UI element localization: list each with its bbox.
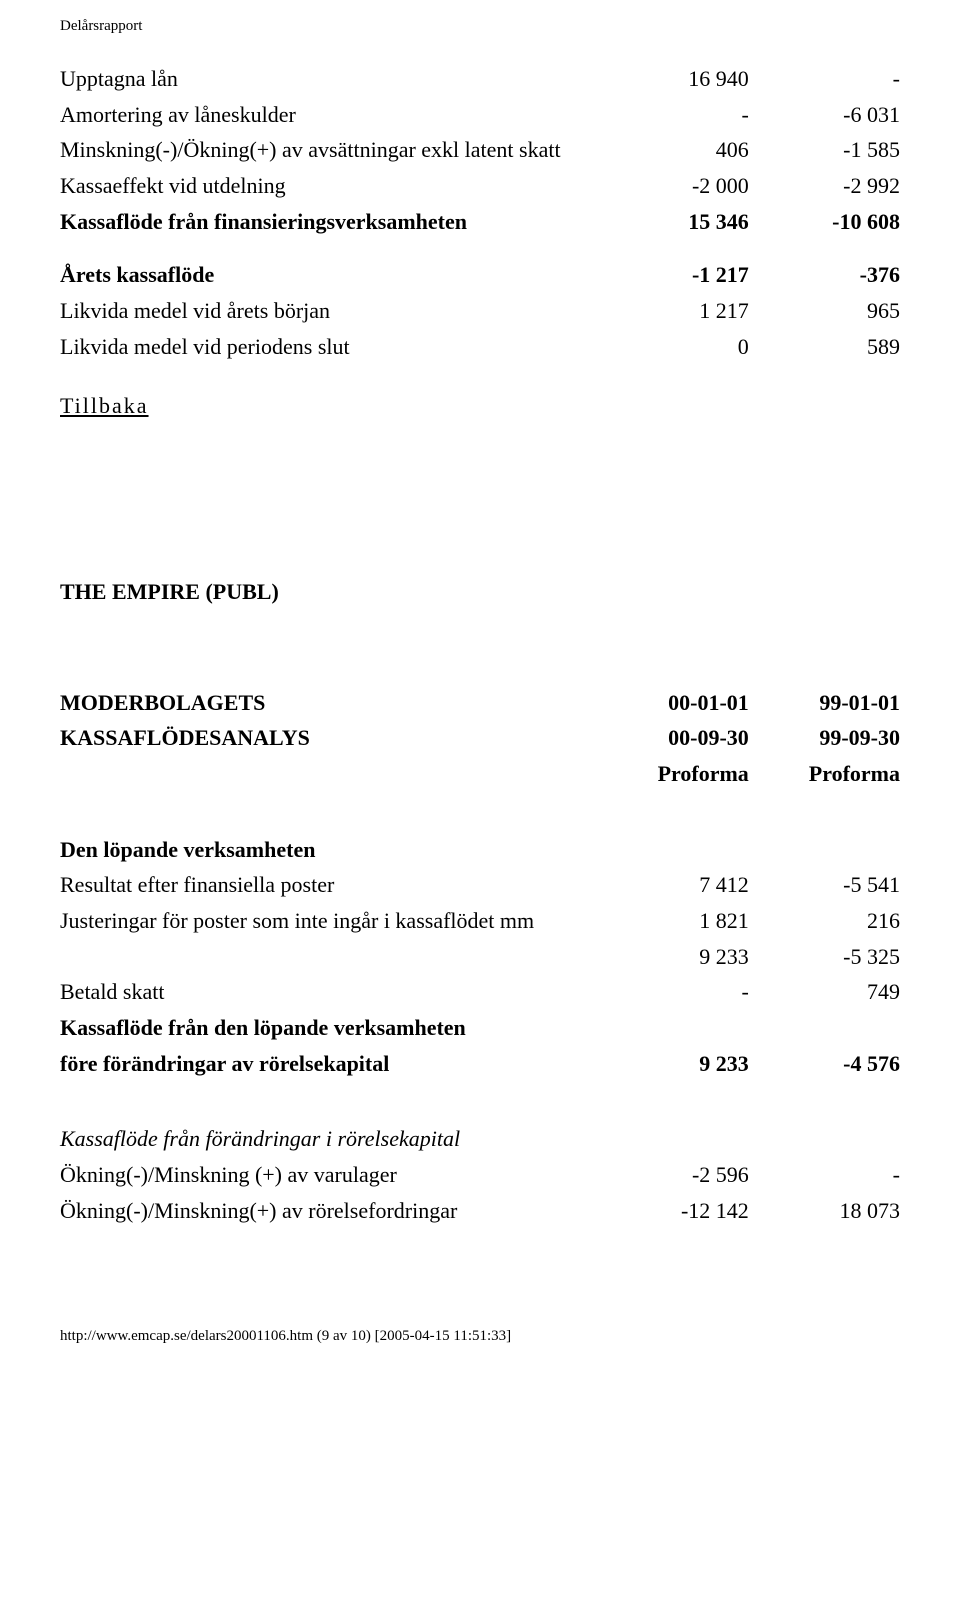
row-label xyxy=(60,939,598,975)
header-col1: 00-01-01 xyxy=(598,685,749,721)
row-col2: 589 xyxy=(749,329,900,365)
row-label: Kassaflöde från finansieringsverksamhete… xyxy=(60,204,598,240)
table-row: Ökning(-)/Minskning(+) av rörelsefordrin… xyxy=(60,1193,900,1229)
row-label: Ökning(-)/Minskning(+) av rörelsefordrin… xyxy=(60,1193,598,1229)
row-col2: -5 325 xyxy=(749,939,900,975)
table-row: Betald skatt-749 xyxy=(60,974,900,1010)
row-col2: 18 073 xyxy=(749,1193,900,1229)
row-col1: 1 217 xyxy=(598,293,749,329)
section2-bold-label: före förändringar av rörelsekapital xyxy=(60,1046,598,1082)
row-label: Minskning(-)/Ökning(+) av avsättningar e… xyxy=(60,132,598,168)
back-link[interactable]: Tillbaka xyxy=(60,393,149,419)
header-row: MODERBOLAGETS00-01-0199-01-01 xyxy=(60,685,900,721)
row-col2: -376 xyxy=(749,257,900,293)
row-col1: -2 596 xyxy=(598,1157,749,1193)
header-row: ProformaProforma xyxy=(60,756,900,792)
row-col1: -1 217 xyxy=(598,257,749,293)
row-col2: 216 xyxy=(749,903,900,939)
header-col2: 99-09-30 xyxy=(749,720,900,756)
row-col2: - xyxy=(749,61,900,97)
row-col1: -2 000 xyxy=(598,168,749,204)
header-col1: Proforma xyxy=(598,756,749,792)
row-col1: 7 412 xyxy=(598,867,749,903)
table-row: Minskning(-)/Ökning(+) av avsättningar e… xyxy=(60,132,900,168)
table-row: Likvida medel vid periodens slut0589 xyxy=(60,329,900,365)
section2-table: Den löpande verksamheten Resultat efter … xyxy=(60,832,900,1082)
top-table-2: Årets kassaflöde-1 217-376Likvida medel … xyxy=(60,257,900,364)
top-table: Upptagna lån16 940-Amortering av lånesku… xyxy=(60,61,900,239)
table-row: Amortering av låneskulder--6 031 xyxy=(60,97,900,133)
row-label: Resultat efter finansiella poster xyxy=(60,867,598,903)
table-row: Årets kassaflöde-1 217-376 xyxy=(60,257,900,293)
row-col2: -6 031 xyxy=(749,97,900,133)
section2-bold-c2: -4 576 xyxy=(749,1046,900,1082)
row-col2: - xyxy=(749,1157,900,1193)
section3-table: Kassaflöde från förändringar i rörelseka… xyxy=(60,1121,900,1228)
table-row: Resultat efter finansiella poster7 412-5… xyxy=(60,867,900,903)
header-col1: 00-09-30 xyxy=(598,720,749,756)
row-label: Årets kassaflöde xyxy=(60,257,598,293)
row-label: Justeringar för poster som inte ingår i … xyxy=(60,903,598,939)
page: Delårsrapport Upptagna lån16 940-Amorter… xyxy=(0,0,960,1621)
row-label: Ökning(-)/Minskning (+) av varulager xyxy=(60,1157,598,1193)
row-col1: - xyxy=(598,974,749,1010)
section2-bold-row: före förändringar av rörelsekapital 9 23… xyxy=(60,1046,900,1082)
company-name: THE EMPIRE (PUBL) xyxy=(60,579,900,605)
row-col2: 965 xyxy=(749,293,900,329)
row-label: Likvida medel vid årets början xyxy=(60,293,598,329)
header-col2: Proforma xyxy=(749,756,900,792)
table-row: Ökning(-)/Minskning (+) av varulager-2 5… xyxy=(60,1157,900,1193)
row-label: Amortering av låneskulder xyxy=(60,97,598,133)
row-col2: -10 608 xyxy=(749,204,900,240)
doc-header: Delårsrapport xyxy=(60,18,900,35)
section2-title: Den löpande verksamheten xyxy=(60,832,598,868)
row-col1: 0 xyxy=(598,329,749,365)
section2-bold-c1: 9 233 xyxy=(598,1046,749,1082)
table-row: Likvida medel vid årets början1 217965 xyxy=(60,293,900,329)
table-row: 9 233-5 325 xyxy=(60,939,900,975)
table-row: Upptagna lån16 940- xyxy=(60,61,900,97)
header-row: KASSAFLÖDESANALYS00-09-3099-09-30 xyxy=(60,720,900,756)
row-col1: 15 346 xyxy=(598,204,749,240)
row-col2: -5 541 xyxy=(749,867,900,903)
header-label xyxy=(60,756,598,792)
row-col1: 406 xyxy=(598,132,749,168)
header-label: MODERBOLAGETS xyxy=(60,685,598,721)
header-label: KASSAFLÖDESANALYS xyxy=(60,720,598,756)
footer-text: http://www.emcap.se/delars20001106.htm (… xyxy=(60,1328,900,1345)
row-col1: 9 233 xyxy=(598,939,749,975)
section2-title-row: Den löpande verksamheten xyxy=(60,832,900,868)
row-label: Likvida medel vid periodens slut xyxy=(60,329,598,365)
section-header-table: MODERBOLAGETS00-01-0199-01-01KASSAFLÖDES… xyxy=(60,685,900,792)
section2-bold-heading-row: Kassaflöde från den löpande verksamheten xyxy=(60,1010,900,1046)
table-row: Justeringar för poster som inte ingår i … xyxy=(60,903,900,939)
row-col2: 749 xyxy=(749,974,900,1010)
row-col1: 16 940 xyxy=(598,61,749,97)
table-row: Kassaeffekt vid utdelning-2 000-2 992 xyxy=(60,168,900,204)
section3-title: Kassaflöde från förändringar i rörelseka… xyxy=(60,1121,598,1157)
row-label: Upptagna lån xyxy=(60,61,598,97)
row-label: Betald skatt xyxy=(60,974,598,1010)
row-col2: -1 585 xyxy=(749,132,900,168)
row-col1: - xyxy=(598,97,749,133)
row-col1: -12 142 xyxy=(598,1193,749,1229)
row-col1: 1 821 xyxy=(598,903,749,939)
header-col2: 99-01-01 xyxy=(749,685,900,721)
table-row: Kassaflöde från finansieringsverksamhete… xyxy=(60,204,900,240)
row-col2: -2 992 xyxy=(749,168,900,204)
row-label: Kassaeffekt vid utdelning xyxy=(60,168,598,204)
section2-bold-heading: Kassaflöde från den löpande verksamheten xyxy=(60,1010,598,1046)
section3-title-row: Kassaflöde från förändringar i rörelseka… xyxy=(60,1121,900,1157)
